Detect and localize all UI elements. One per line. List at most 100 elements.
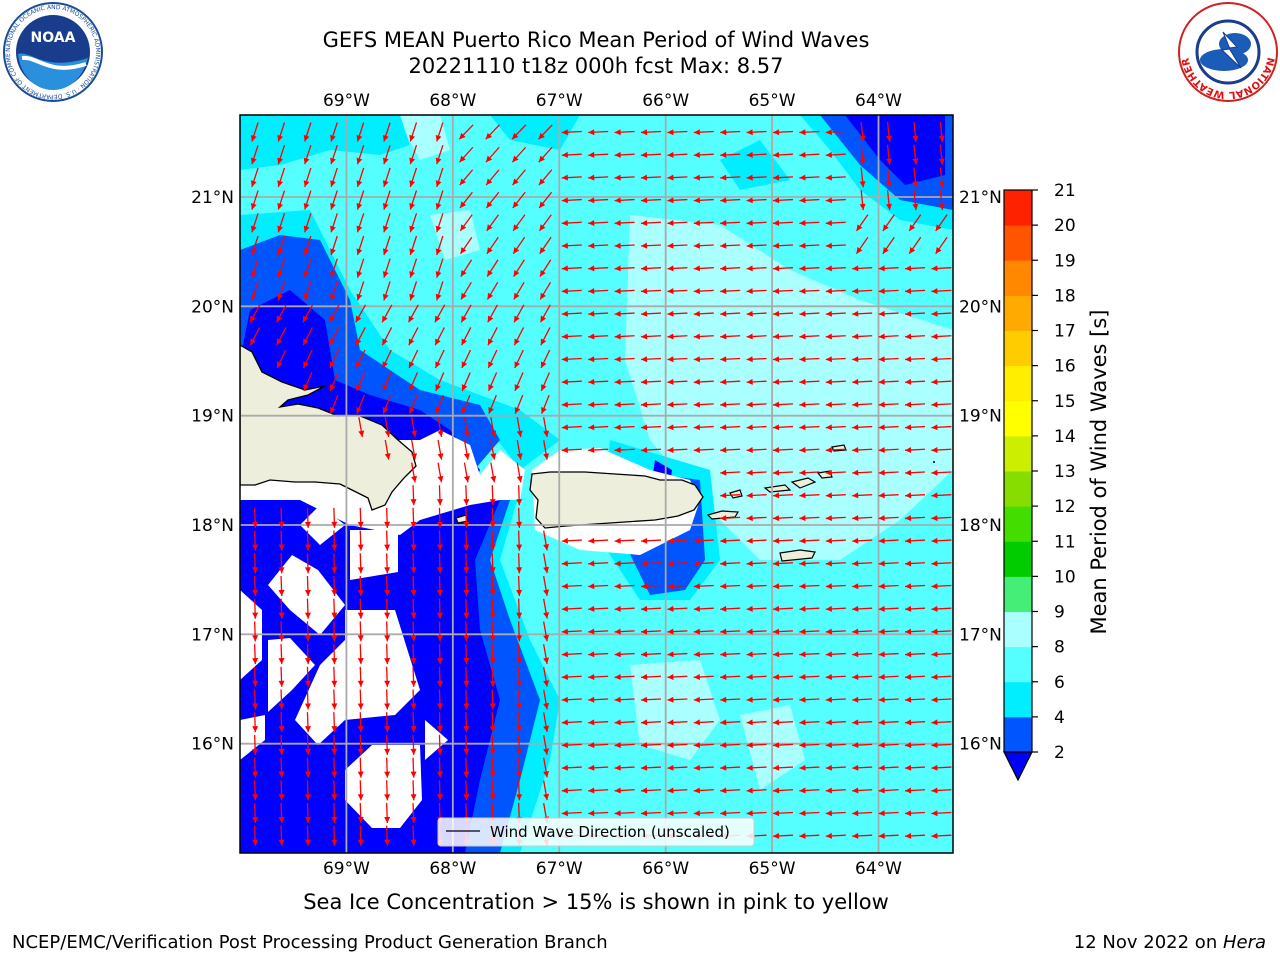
wave-direction-arrow: [252, 689, 259, 710]
wave-direction-arrow: [514, 394, 524, 414]
wave-period-band-8-9: [395, 115, 450, 160]
wave-direction-arrow: [878, 742, 899, 749]
wave-direction-arrow: [250, 258, 259, 278]
wave-direction-arrow: [852, 719, 873, 726]
wave-direction-arrow: [409, 213, 418, 233]
wave-direction-arrow: [825, 832, 846, 839]
wave-direction-arrow: [539, 281, 552, 300]
wave-direction-arrow: [852, 378, 873, 385]
wave-direction-arrow: [561, 537, 582, 544]
wave-direction-arrow: [588, 401, 609, 408]
wave-direction-arrow: [516, 666, 523, 687]
wave-direction-arrow: [355, 372, 366, 392]
wave-direction-arrow: [303, 190, 312, 210]
wave-direction-arrow: [512, 191, 526, 209]
lon-tick-top: 69°W: [323, 91, 370, 111]
wave-direction-arrow: [384, 825, 391, 846]
wave-direction-arrow: [772, 605, 794, 612]
wave-direction-arrow: [667, 787, 688, 794]
wave-direction-arrow: [931, 832, 952, 839]
colorbar-segment: [1004, 295, 1032, 331]
wave-direction-arrow: [720, 628, 741, 635]
wave-direction-arrow: [561, 333, 582, 340]
wave-direction-arrow: [614, 310, 635, 317]
colorbar-tick: 15: [1054, 392, 1076, 412]
wave-direction-arrow: [799, 764, 820, 771]
wave-direction-arrow: [640, 696, 662, 703]
wave-direction-arrow: [799, 696, 820, 703]
wave-direction-arrow: [490, 439, 497, 460]
wave-direction-arrow: [436, 575, 443, 597]
wave-direction-arrow: [772, 197, 794, 204]
wave-direction-arrow: [614, 333, 635, 340]
wave-direction-arrow: [252, 712, 259, 733]
wave-direction-arrow: [772, 674, 794, 681]
wave-direction-arrow: [516, 689, 523, 710]
noaa-logo: NATIONAL OCEANIC AND ATMOSPHERIC ADMINIS…: [2, 2, 103, 102]
wave-direction-arrow: [799, 333, 820, 340]
wave-direction-arrow: [799, 129, 820, 136]
wave-direction-arrow: [614, 242, 635, 249]
wave-direction-arrow: [588, 378, 609, 385]
wave-direction-arrow: [561, 242, 582, 249]
wave-direction-arrow: [543, 689, 550, 710]
wave-direction-arrow: [538, 214, 552, 232]
wave-direction-arrow: [330, 144, 338, 165]
wave-direction-arrow: [904, 583, 926, 590]
wave-direction-arrow: [640, 674, 662, 681]
wave-direction-arrow: [825, 242, 846, 249]
wave-direction-arrow: [772, 651, 794, 658]
wave-direction-arrow: [357, 530, 364, 551]
wave-period-band-8-9: [630, 660, 720, 760]
wave-direction-arrow: [516, 712, 523, 733]
wave-direction-arrow: [330, 213, 338, 233]
wave-direction-arrow: [516, 780, 523, 801]
wave-direction-arrow: [931, 288, 952, 295]
wave-direction-arrow: [640, 197, 662, 204]
wave-direction-arrow: [931, 492, 952, 499]
wave-direction-arrow: [435, 144, 444, 165]
wave-direction-arrow: [720, 560, 741, 567]
wave-direction-arrow: [410, 712, 417, 733]
wave-direction-arrow: [304, 689, 311, 710]
wave-direction-arrow: [489, 485, 496, 506]
wave-direction-arrow: [356, 122, 365, 142]
wave-direction-arrow: [912, 190, 919, 211]
wave-direction-arrow: [825, 605, 846, 612]
wave-direction-arrow: [435, 122, 444, 142]
wave-direction-arrow: [409, 144, 418, 165]
colorbar-tick: 17: [1054, 322, 1076, 342]
wave-direction-arrow: [667, 447, 688, 454]
wave-direction-arrow: [459, 191, 473, 209]
colorbar-tick: 21: [1054, 181, 1076, 201]
wave-direction-arrow: [614, 537, 635, 544]
wave-direction-arrow: [878, 424, 899, 431]
wave-direction-arrow: [720, 810, 741, 817]
wave-direction-arrow: [588, 651, 609, 658]
wave-direction-arrow: [357, 575, 364, 597]
wave-direction-arrow: [355, 327, 366, 346]
wave-direction-arrow: [693, 742, 714, 749]
wave-direction-arrow: [516, 553, 523, 574]
wave-direction-arrow: [489, 575, 496, 597]
wave-direction-arrow: [772, 424, 794, 431]
wave-direction-arrow: [852, 628, 873, 635]
wave-direction-arrow: [640, 242, 662, 249]
wave-direction-arrow: [931, 447, 952, 454]
colorbar-segment: [1004, 225, 1032, 261]
wave-direction-arrow: [908, 214, 922, 232]
lat-tick-right: 19°N: [959, 407, 1002, 427]
colorbar-tick: 16: [1054, 357, 1076, 377]
wave-direction-arrow: [561, 174, 582, 181]
wave-direction-arrow: [931, 787, 952, 794]
wave-direction-arrow: [356, 213, 365, 233]
wave-direction-arrow: [436, 689, 443, 710]
wave-direction-arrow: [561, 401, 582, 408]
wave-direction-arrow: [356, 235, 365, 256]
wave-direction-arrow: [667, 174, 688, 181]
wave-direction-arrow: [852, 810, 873, 817]
wave-direction-arrow: [614, 560, 635, 567]
wave-direction-arrow: [588, 787, 609, 794]
wave-direction-arrow: [746, 242, 767, 249]
wave-direction-arrow: [746, 628, 767, 635]
